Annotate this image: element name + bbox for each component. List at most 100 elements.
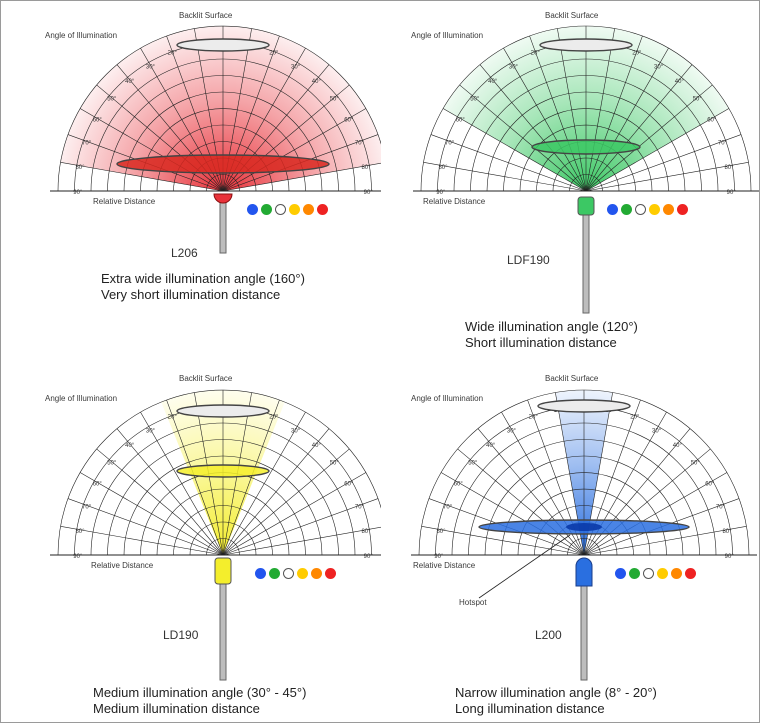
led-color-dot: [247, 204, 258, 215]
angle-of-illumination-label: Angle of Illumination: [45, 394, 118, 403]
angle-tick-label: 50°: [468, 461, 478, 467]
angle-tick-label: 90°: [73, 190, 83, 196]
angle-tick-label: 90°: [727, 190, 737, 196]
angle-tick-label: 90°: [725, 554, 735, 560]
angle-line: [60, 526, 224, 556]
relative-distance-label: Relative Distance: [93, 197, 156, 206]
model-label: L206: [171, 246, 198, 260]
caption-line-angle: Narrow illumination angle (8° - 20°): [455, 685, 657, 700]
illumination-ellipse: [531, 139, 641, 155]
caption-line-distance: Very short illumination distance: [101, 287, 281, 302]
angle-tick-label: 90°: [364, 190, 374, 196]
angle-tick-label: 50°: [470, 97, 480, 103]
panel-ldf190: 90°80°70°60°50°40°30°20°10°0°10°20°30°40…: [381, 1, 759, 362]
led-color-dot: [283, 568, 294, 579]
angle-line: [479, 64, 587, 192]
angle-line: [79, 472, 224, 556]
angle-line: [585, 35, 643, 192]
backlit-surface-ellipse: [176, 38, 270, 52]
angle-tick-label: 40°: [673, 443, 683, 449]
angle-line: [457, 448, 585, 556]
angle-tick-label: 30°: [652, 428, 662, 434]
angle-tick-label: 60°: [344, 481, 354, 487]
angle-tick-label: 70°: [445, 140, 455, 146]
angle-line: [440, 472, 585, 556]
angle-line: [585, 64, 693, 192]
backlit-surface-label: Backlit Surface: [545, 11, 599, 20]
led-color-dot: [325, 568, 336, 579]
angle-line: [222, 399, 280, 556]
led-color-dot: [275, 204, 286, 215]
model-label: LDF190: [507, 253, 550, 267]
illumination-ellipse: [176, 464, 270, 478]
angle-line: [222, 448, 350, 556]
led-color-dot: [635, 204, 646, 215]
led-color-dot: [297, 568, 308, 579]
led-color-dot: [269, 568, 280, 579]
angle-tick-label: 80°: [436, 529, 446, 535]
led-color-dot: [671, 568, 682, 579]
angle-tick-label: 80°: [722, 529, 732, 535]
angle-tick-label: 90°: [364, 554, 374, 560]
led-body: [577, 196, 595, 216]
hotspot-pointer: [478, 534, 571, 599]
angle-tick-label: 70°: [716, 504, 726, 510]
angle-tick-label: 70°: [355, 140, 365, 146]
angle-tick-label: 40°: [486, 443, 496, 449]
caption: Narrow illumination angle (8° - 20°) Lon…: [455, 685, 657, 717]
angle-line: [67, 498, 224, 556]
polar-chart-ldf190: 90°80°70°60°50°40°30°20°10°0°10°20°30°40…: [413, 25, 759, 314]
angle-tick-label: 70°: [82, 140, 92, 146]
angle-tick-label: 30°: [146, 64, 156, 70]
led-body: [214, 557, 232, 585]
angle-line: [585, 84, 713, 192]
backlit-surface-ellipse: [537, 399, 631, 413]
angle-line: [529, 35, 587, 192]
led-color-options: [615, 568, 696, 579]
angle-tick-label: 90°: [436, 190, 446, 196]
model-label: LD190: [163, 628, 199, 642]
led-color-options: [607, 204, 688, 215]
angle-tick-label: 40°: [312, 443, 322, 449]
angle-line: [222, 162, 381, 192]
angle-tick-label: 20°: [269, 50, 279, 56]
angle-line: [222, 526, 381, 556]
angle-line: [140, 411, 224, 556]
angle-tick-label: 50°: [330, 97, 340, 103]
backlit-surface-ellipse: [539, 38, 633, 52]
led-color-dot: [303, 204, 314, 215]
angle-tick-label: 30°: [291, 428, 301, 434]
angle-line: [459, 84, 587, 192]
angle-line: [96, 448, 224, 556]
polar-chart-l206: 90°80°70°60°50°40°30°20°10°0°10°20°30°40…: [50, 25, 381, 254]
relative-distance-label: Relative Distance: [423, 197, 486, 206]
angle-tick-label: 60°: [93, 481, 103, 487]
led-color-dot: [607, 204, 618, 215]
angle-line: [423, 162, 587, 192]
caption: Medium illumination angle (30° - 45°) Me…: [93, 685, 306, 717]
angle-line: [116, 428, 224, 556]
angle-line: [222, 498, 379, 556]
angle-line: [421, 526, 585, 556]
angle-line: [430, 134, 587, 192]
angle-tick-label: 30°: [507, 428, 517, 434]
led-body: [213, 193, 233, 204]
angle-tick-label: 30°: [509, 64, 519, 70]
angle-tick-label: 20°: [168, 414, 178, 420]
angle-tick-label: 60°: [344, 117, 354, 123]
led-color-dot: [629, 568, 640, 579]
angle-line: [583, 526, 747, 556]
angle-tick-label: 40°: [312, 79, 322, 85]
angle-tick-label: 60°: [454, 481, 464, 487]
backlit-surface-label: Backlit Surface: [179, 374, 233, 383]
led-color-dot: [657, 568, 668, 579]
relative-distance-label: Relative Distance: [413, 561, 476, 570]
angle-line: [583, 448, 711, 556]
angle-line: [166, 399, 224, 556]
angle-line: [222, 472, 367, 556]
angle-tick-label: 20°: [168, 50, 178, 56]
angle-line: [585, 108, 730, 192]
angle-of-illumination-label: Angle of Illumination: [411, 31, 484, 40]
angle-tick-label: 70°: [355, 504, 365, 510]
angle-tick-label: 50°: [693, 97, 703, 103]
